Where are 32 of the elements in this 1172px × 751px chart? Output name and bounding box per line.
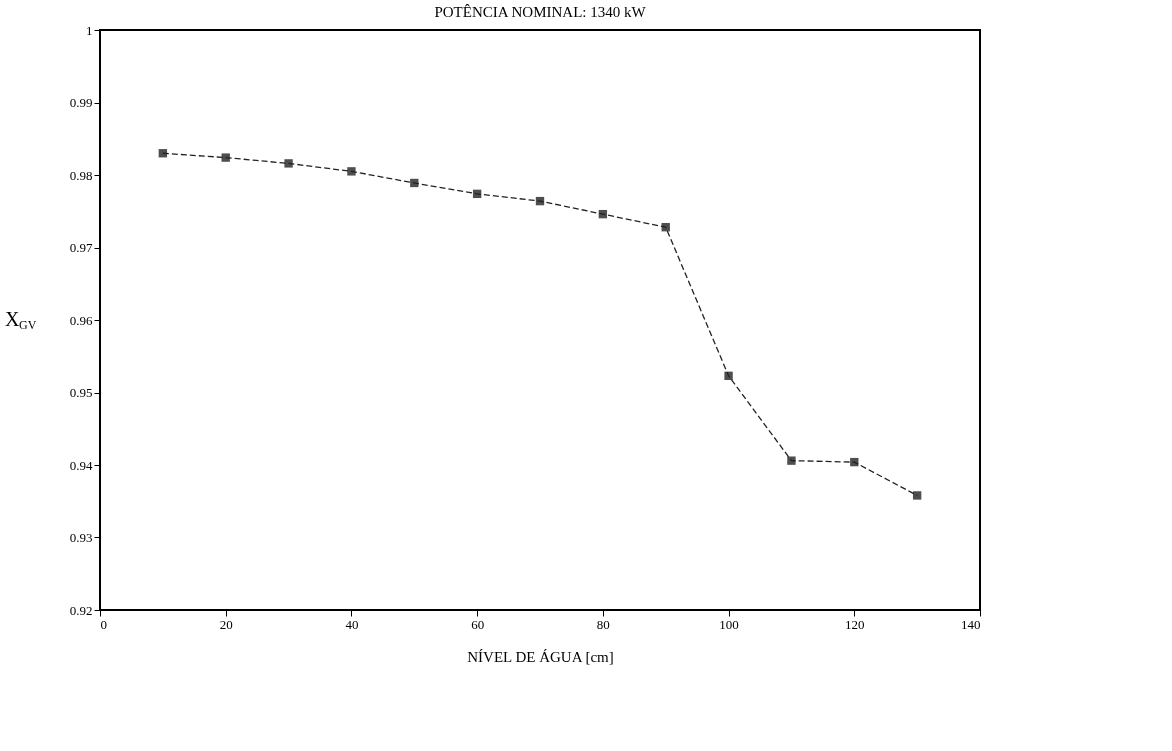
point — [912, 491, 922, 500]
x-tick-label: 0 — [100, 616, 107, 632]
point — [724, 371, 733, 381]
x-tick-label: 80 — [596, 616, 610, 632]
y-tick-label: 0.99 — [69, 95, 93, 110]
point — [472, 189, 482, 199]
point — [850, 457, 859, 467]
y-tick-label: 0.98 — [69, 167, 93, 183]
x-tick-label: 20 — [219, 616, 233, 632]
point — [158, 149, 168, 158]
chart-title: POTÊNCIA NOMINAL: 1340 kW — [434, 4, 647, 20]
x-tick-label: 100 — [719, 616, 739, 632]
y-tick-label: 0.94 — [69, 457, 93, 473]
point — [221, 153, 230, 162]
y-tick-label: 1 — [86, 22, 93, 38]
y-tick-label: 0.93 — [69, 530, 93, 545]
x-axis-title: NÍVEL DE ÁGUA [cm] — [467, 648, 614, 665]
point — [787, 456, 796, 465]
point — [284, 159, 293, 168]
y-tick-label: 0.92 — [69, 602, 93, 618]
x-tick-label: 120 — [845, 616, 865, 632]
y-tick-label: 0.97 — [69, 240, 93, 255]
point — [347, 167, 356, 176]
point — [410, 178, 419, 188]
x-tick-label: 140 — [961, 616, 981, 632]
point — [535, 196, 545, 206]
point — [661, 223, 670, 232]
x-tick-label: 40 — [345, 616, 359, 632]
y-tick-label: 0.95 — [69, 385, 93, 400]
y-tick-label: 0.96 — [69, 312, 93, 328]
point — [598, 209, 608, 219]
x-tick-label: 60 — [471, 616, 485, 632]
